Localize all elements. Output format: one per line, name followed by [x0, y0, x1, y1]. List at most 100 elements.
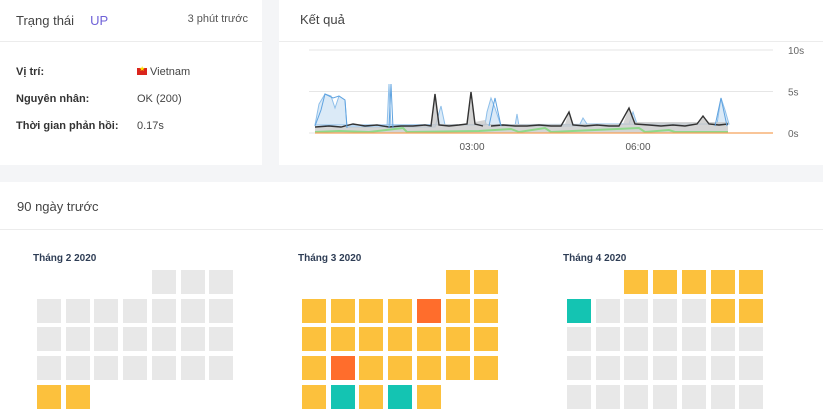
day-cell[interactable] — [152, 270, 176, 294]
day-cell[interactable] — [446, 270, 470, 294]
day-cell[interactable] — [388, 327, 412, 351]
day-cell[interactable] — [37, 327, 61, 351]
day-cell[interactable] — [302, 385, 326, 409]
day-cell[interactable] — [302, 327, 326, 351]
day-cell[interactable] — [359, 327, 383, 351]
day-cell[interactable] — [359, 385, 383, 409]
status-title: Trạng thái — [16, 13, 75, 28]
day-cell[interactable] — [474, 299, 498, 323]
day-cell[interactable] — [596, 385, 620, 409]
day-cell[interactable] — [94, 327, 118, 351]
day-cell[interactable] — [739, 270, 763, 294]
day-cell[interactable] — [302, 356, 326, 380]
result-card: Kết quả 10s 5s 0s 03:00 06:00 — [279, 0, 823, 165]
day-cell[interactable] — [567, 327, 591, 351]
day-cell[interactable] — [152, 356, 176, 380]
day-cell[interactable] — [711, 270, 735, 294]
day-cell[interactable] — [596, 356, 620, 380]
day-cell[interactable] — [474, 327, 498, 351]
vietnam-flag-icon — [137, 65, 147, 75]
status-state: UP — [90, 13, 109, 28]
day-cell[interactable] — [181, 327, 205, 351]
day-cell[interactable] — [446, 299, 470, 323]
day-cell[interactable] — [596, 327, 620, 351]
day-cell[interactable] — [417, 385, 441, 409]
day-cell[interactable] — [388, 299, 412, 323]
day-cell[interactable] — [66, 299, 90, 323]
day-cell[interactable] — [152, 327, 176, 351]
month-label: Tháng 4 2020 — [563, 253, 627, 264]
day-cell[interactable] — [37, 385, 61, 409]
day-cell[interactable] — [37, 356, 61, 380]
response-time-chart[interactable]: 10s 5s 0s 03:00 06:00 — [279, 0, 823, 165]
day-cell[interactable] — [359, 356, 383, 380]
day-cell[interactable] — [123, 356, 147, 380]
day-cell[interactable] — [388, 385, 412, 409]
day-cell[interactable] — [331, 385, 355, 409]
day-cell[interactable] — [653, 270, 677, 294]
day-cell[interactable] — [66, 327, 90, 351]
day-cell[interactable] — [123, 327, 147, 351]
day-cell[interactable] — [711, 385, 735, 409]
day-cell[interactable] — [417, 299, 441, 323]
day-cell[interactable] — [624, 385, 648, 409]
day-cell[interactable] — [94, 356, 118, 380]
day-cell[interactable] — [567, 299, 591, 323]
day-cell[interactable] — [567, 356, 591, 380]
day-cell[interactable] — [682, 299, 706, 323]
day-cell[interactable] — [567, 385, 591, 409]
day-cell[interactable] — [653, 327, 677, 351]
day-cell[interactable] — [94, 299, 118, 323]
day-cell[interactable] — [711, 327, 735, 351]
day-cell[interactable] — [417, 327, 441, 351]
day-cell[interactable] — [624, 356, 648, 380]
day-cell[interactable] — [181, 299, 205, 323]
day-cell[interactable] — [739, 356, 763, 380]
day-cell[interactable] — [388, 356, 412, 380]
day-cell[interactable] — [596, 299, 620, 323]
day-cell[interactable] — [653, 299, 677, 323]
day-cell[interactable] — [302, 299, 326, 323]
reason-value: OK (200) — [137, 93, 182, 105]
day-cell[interactable] — [66, 385, 90, 409]
day-cell[interactable] — [209, 356, 233, 380]
day-cell[interactable] — [653, 356, 677, 380]
day-cell[interactable] — [446, 356, 470, 380]
day-cell[interactable] — [739, 299, 763, 323]
day-cell[interactable] — [682, 356, 706, 380]
day-cell[interactable] — [624, 327, 648, 351]
day-cell[interactable] — [682, 270, 706, 294]
day-cell[interactable] — [474, 270, 498, 294]
day-cell[interactable] — [474, 356, 498, 380]
series-line — [314, 91, 484, 128]
day-cell[interactable] — [209, 299, 233, 323]
day-cell[interactable] — [446, 327, 470, 351]
day-cell[interactable] — [359, 299, 383, 323]
series-line — [490, 106, 729, 127]
day-cell[interactable] — [181, 270, 205, 294]
day-cell[interactable] — [331, 356, 355, 380]
divider — [0, 41, 262, 42]
day-cell[interactable] — [653, 385, 677, 409]
day-cell[interactable] — [711, 356, 735, 380]
series-line — [314, 83, 728, 129]
day-cell[interactable] — [37, 299, 61, 323]
day-cell[interactable] — [209, 270, 233, 294]
day-cell[interactable] — [739, 327, 763, 351]
day-cell[interactable] — [711, 299, 735, 323]
day-cell[interactable] — [682, 385, 706, 409]
day-cell[interactable] — [66, 356, 90, 380]
day-cell[interactable] — [417, 356, 441, 380]
day-cell[interactable] — [739, 385, 763, 409]
day-cell[interactable] — [624, 299, 648, 323]
day-cell[interactable] — [331, 327, 355, 351]
day-cell[interactable] — [152, 299, 176, 323]
day-cell[interactable] — [331, 299, 355, 323]
month-label: Tháng 2 2020 — [33, 253, 97, 264]
response-time-label: Thời gian phản hồi: — [16, 120, 119, 132]
day-cell[interactable] — [624, 270, 648, 294]
day-cell[interactable] — [209, 327, 233, 351]
day-cell[interactable] — [123, 299, 147, 323]
day-cell[interactable] — [181, 356, 205, 380]
day-cell[interactable] — [682, 327, 706, 351]
